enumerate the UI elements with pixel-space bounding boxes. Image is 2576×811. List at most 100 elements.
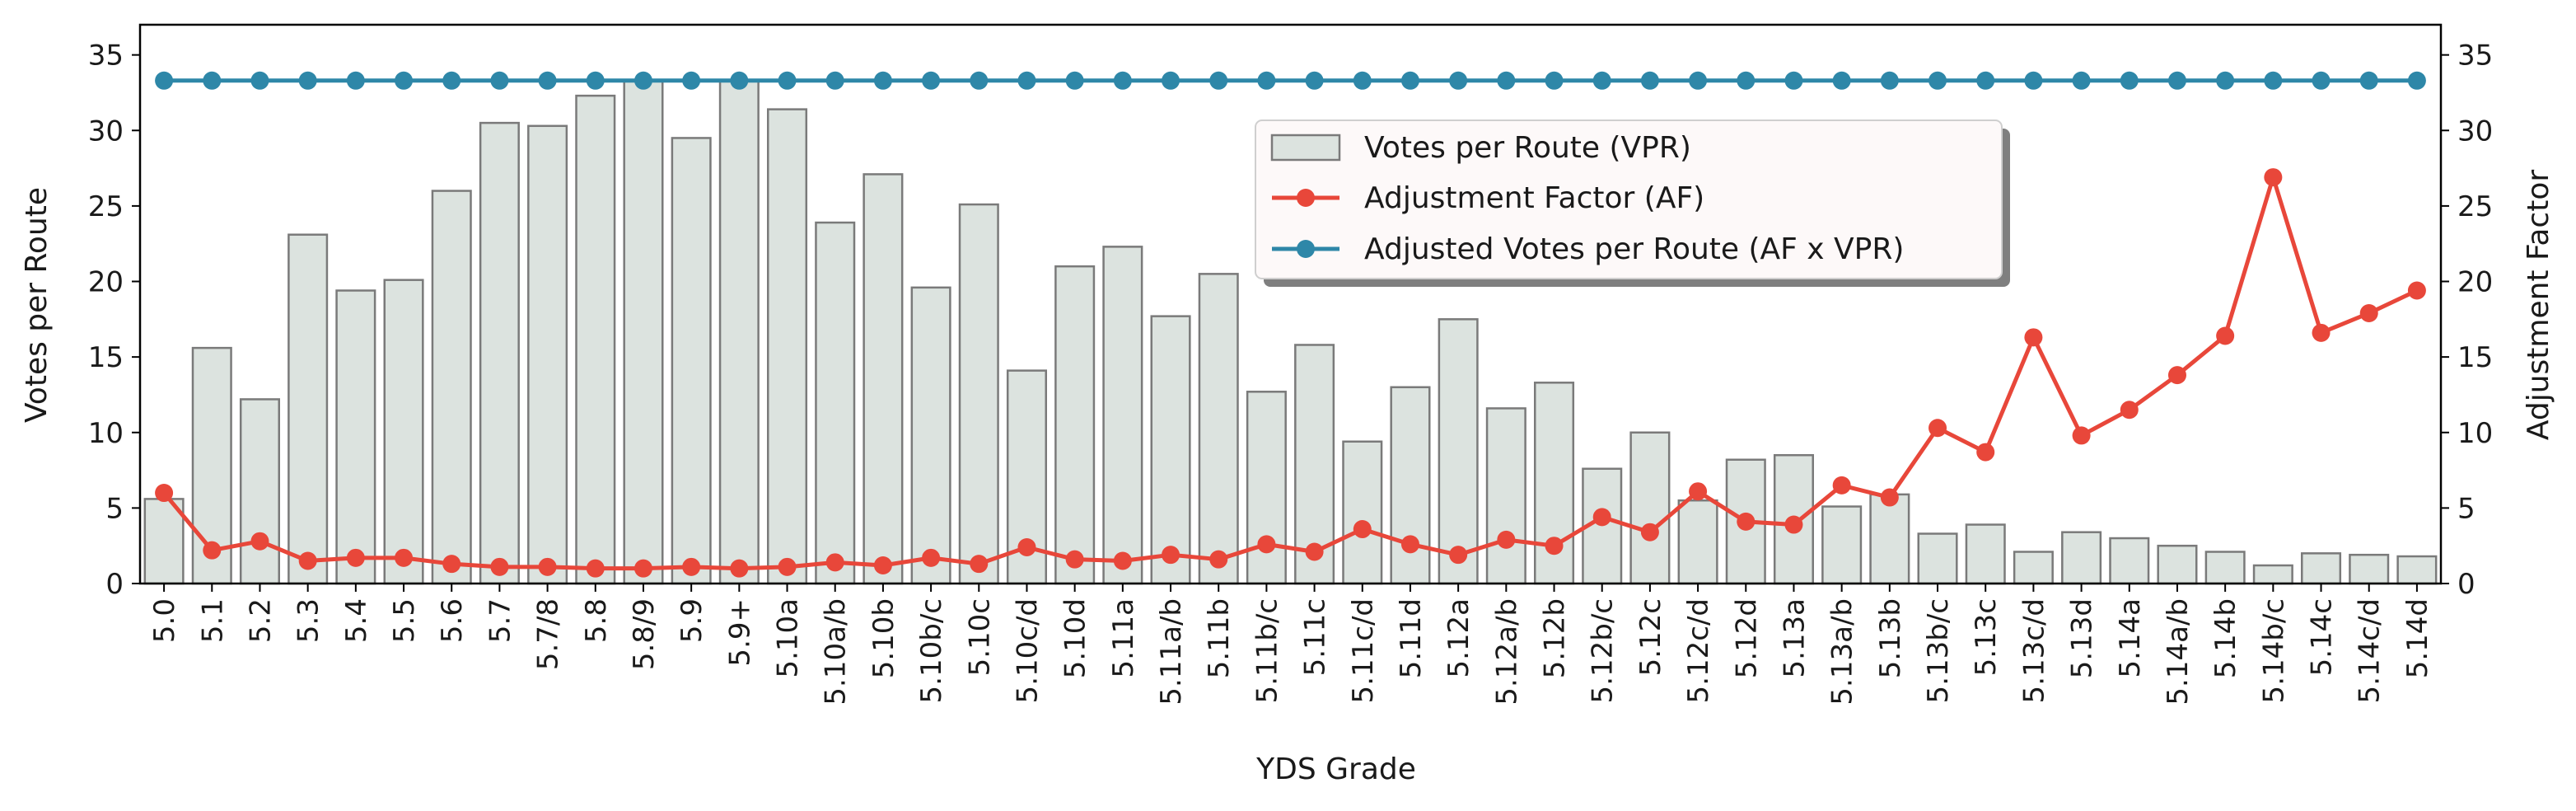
bar-5.13c: [1965, 523, 2006, 585]
point-af-5.6: [442, 555, 461, 574]
bar-5.10c: [958, 203, 999, 585]
x-tick-label-5.14c/d: 5.14c/d: [2354, 598, 2387, 703]
x-tick-label-5.1: 5.1: [196, 598, 229, 643]
point-af-5.14a: [2120, 401, 2139, 420]
x-tick-label-5.11a: 5.11a: [1107, 598, 1140, 678]
point-af-5.11c/d: [1353, 520, 1372, 539]
y-tick-label-right-10: 10: [2457, 417, 2493, 450]
bar-5.12c: [1629, 431, 1671, 585]
legend-label-af: Adjustment Factor (AF): [1364, 181, 1704, 215]
bar-5.2: [239, 398, 280, 585]
bar-5.11b: [1198, 273, 1239, 585]
point-af-5.13a: [1784, 515, 1803, 534]
x-tick-label-5.11c/d: 5.11c/d: [1347, 598, 1380, 703]
bar-5.13b: [1869, 493, 1910, 585]
point-adjusted-5.12c: [1640, 71, 1659, 90]
legend-marker-adjusted: [1297, 240, 1315, 258]
y-tick-label-right-35: 35: [2457, 40, 2493, 73]
x-tick-label-5.12c: 5.12c: [1634, 598, 1667, 676]
point-af-5.14a/b: [2167, 366, 2186, 385]
x-tick-label-5.10a/b: 5.10a/b: [820, 598, 853, 706]
point-adjusted-5.13c/d: [2024, 71, 2043, 90]
point-af-5.8/9: [633, 559, 652, 578]
point-af-5.12a: [1449, 546, 1468, 565]
point-adjusted-5.1: [203, 71, 222, 90]
x-tick-label-5.14b/c: 5.14b/c: [2257, 598, 2290, 703]
point-adjusted-5.12b: [1545, 71, 1564, 90]
bar-5.8/9: [623, 79, 664, 585]
x-tick-label-5.10d: 5.10d: [1059, 598, 1092, 678]
plot-frame: [138, 23, 2443, 585]
point-af-5.10b/c: [922, 548, 941, 567]
y-tick-label-left-30: 30: [88, 115, 124, 148]
x-axis-label: YDS Grade: [1255, 752, 1416, 786]
point-adjusted-5.14c: [2312, 71, 2331, 90]
bar-5.12a/b: [1485, 407, 1526, 585]
point-adjusted-5.10d: [1065, 71, 1084, 90]
point-adjusted-5.10b: [873, 71, 892, 90]
bar-5.6: [431, 190, 472, 585]
x-tick-label-5.12d: 5.12d: [1730, 598, 1763, 678]
bar-5.10b: [863, 173, 904, 585]
point-adjusted-5.14b/c: [2264, 71, 2283, 90]
x-tick-label-5.11d: 5.11d: [1395, 598, 1428, 678]
x-tick-label-5.12a/b: 5.12a/b: [1490, 598, 1523, 706]
point-adjusted-5.14a: [2120, 71, 2139, 90]
bar-5.10a: [767, 108, 808, 585]
point-af-5.13c: [1976, 443, 1995, 462]
x-tick-label-5.7/8: 5.7/8: [532, 598, 565, 670]
point-af-5.12b: [1545, 537, 1564, 556]
bar-5.11b/c: [1246, 391, 1287, 585]
y-tick-label-right-5: 5: [2457, 492, 2475, 525]
point-adjusted-5.7: [490, 71, 509, 90]
y-tick-label-left-0: 0: [105, 568, 124, 601]
point-adjusted-5.11b/c: [1257, 71, 1276, 90]
point-adjusted-5.13c: [1976, 71, 1995, 90]
y-tick-label-right-15: 15: [2457, 341, 2493, 374]
x-axis: 5.0 5.1 5.2 5.3 5.4 5.5 5.6 5.7 5.7/8 5.8 5.8/9 5.9…: [148, 584, 2434, 706]
point-adjusted-5.10a/b: [825, 71, 844, 90]
point-af-5.9: [682, 557, 701, 576]
point-adjusted-5.11a: [1113, 71, 1132, 90]
x-tick-label-5.12b/c: 5.12b/c: [1587, 598, 1620, 703]
legend-marker-af: [1297, 189, 1315, 207]
bar-5.13c/d: [2013, 551, 2054, 585]
x-tick-label-5.10c/d: 5.10c/d: [1011, 598, 1044, 703]
point-af-5.13b/c: [1928, 419, 1947, 438]
legend-label-adjusted: Adjusted Votes per Route (AF x VPR): [1364, 232, 1904, 266]
point-adjusted-5.13b/c: [1928, 71, 1947, 90]
y-axis-label-right: Adjustment Factor: [2522, 170, 2555, 441]
bar-5.14a/b: [2157, 544, 2198, 585]
bar-5.14a: [2109, 537, 2150, 585]
point-af-5.14c/d: [2359, 303, 2378, 322]
bar-5.10d: [1054, 265, 1096, 585]
point-af-5.10c: [970, 555, 989, 574]
point-af-5.8: [586, 559, 605, 578]
point-af-5.11b/c: [1257, 535, 1276, 554]
bar-5.9+: [718, 79, 760, 585]
point-af-5.7/8: [538, 557, 557, 576]
x-tick-label-5.10b/c: 5.10b/c: [915, 598, 948, 703]
x-tick-label-5.2: 5.2: [244, 598, 277, 643]
point-adjusted-5.2: [250, 71, 269, 90]
point-adjusted-5.12a: [1449, 71, 1468, 90]
point-af-5.12b/c: [1592, 508, 1611, 527]
y-tick-label-left-10: 10: [88, 417, 124, 450]
x-tick-label-5.0: 5.0: [148, 598, 181, 643]
point-adjusted-5.0: [155, 71, 174, 90]
x-tick-label-5.14b: 5.14b: [2209, 598, 2242, 678]
x-tick-label-5.13d: 5.13d: [2066, 598, 2099, 678]
bar-5.8: [575, 94, 616, 585]
point-af-5.4: [346, 548, 365, 567]
bar-5.13a/b: [1821, 505, 1863, 585]
legend-swatch-vpr: [1270, 134, 1341, 162]
bar-5.7/8: [527, 124, 568, 585]
point-adjusted-5.11d: [1400, 71, 1419, 90]
x-tick-label-5.11a/b: 5.11a/b: [1155, 598, 1188, 706]
x-tick-label-5.14c: 5.14c: [2306, 598, 2339, 676]
point-af-5.14c: [2312, 323, 2331, 342]
point-af-5.2: [250, 532, 269, 551]
x-tick-label-5.11b/c: 5.11b/c: [1251, 598, 1283, 703]
point-adjusted-5.14d: [2407, 71, 2426, 90]
point-adjusted-5.14c/d: [2359, 71, 2378, 90]
